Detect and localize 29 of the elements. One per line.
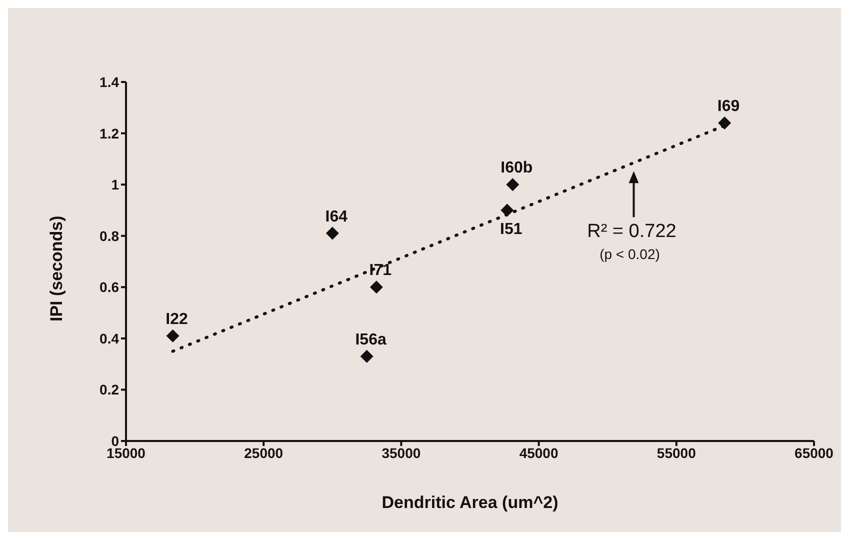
x-tick-label: 25000 [244, 444, 284, 461]
annotation: (p < 0.02) [600, 246, 660, 262]
x-axis-title: Dendritic Area (um^2) [382, 493, 558, 512]
annotation: I51 [500, 221, 522, 238]
point [326, 226, 339, 240]
y-tick-label: 1 [111, 176, 120, 193]
annotation: I69 [717, 98, 740, 116]
x-tick-label: 35000 [382, 444, 421, 461]
point [360, 350, 374, 363]
annotation: R² = 0.722 [587, 221, 676, 242]
y-tick-label: 0.4 [100, 330, 120, 346]
annotation: I60b [500, 160, 533, 177]
x-tick-label: 55000 [656, 444, 696, 461]
annotation: I56a [355, 331, 386, 348]
y-tick-label: 1.2 [100, 125, 120, 142]
point [500, 204, 514, 217]
y-tick-label: 0.2 [100, 382, 120, 398]
point [506, 178, 520, 192]
x-tick-label: 45000 [519, 444, 558, 461]
y-axis-title: IPI (seconds) [47, 216, 66, 322]
annotation: I22 [166, 310, 188, 328]
y-tick-label: 1.4 [100, 74, 120, 90]
point [166, 329, 180, 342]
point [718, 116, 732, 130]
x-tick-label: 65000 [794, 444, 834, 461]
y-tick-label: 0.6 [100, 279, 120, 296]
point [370, 280, 383, 294]
y-tick-label: 0.8 [100, 228, 120, 244]
annotation: I64 [325, 208, 348, 226]
